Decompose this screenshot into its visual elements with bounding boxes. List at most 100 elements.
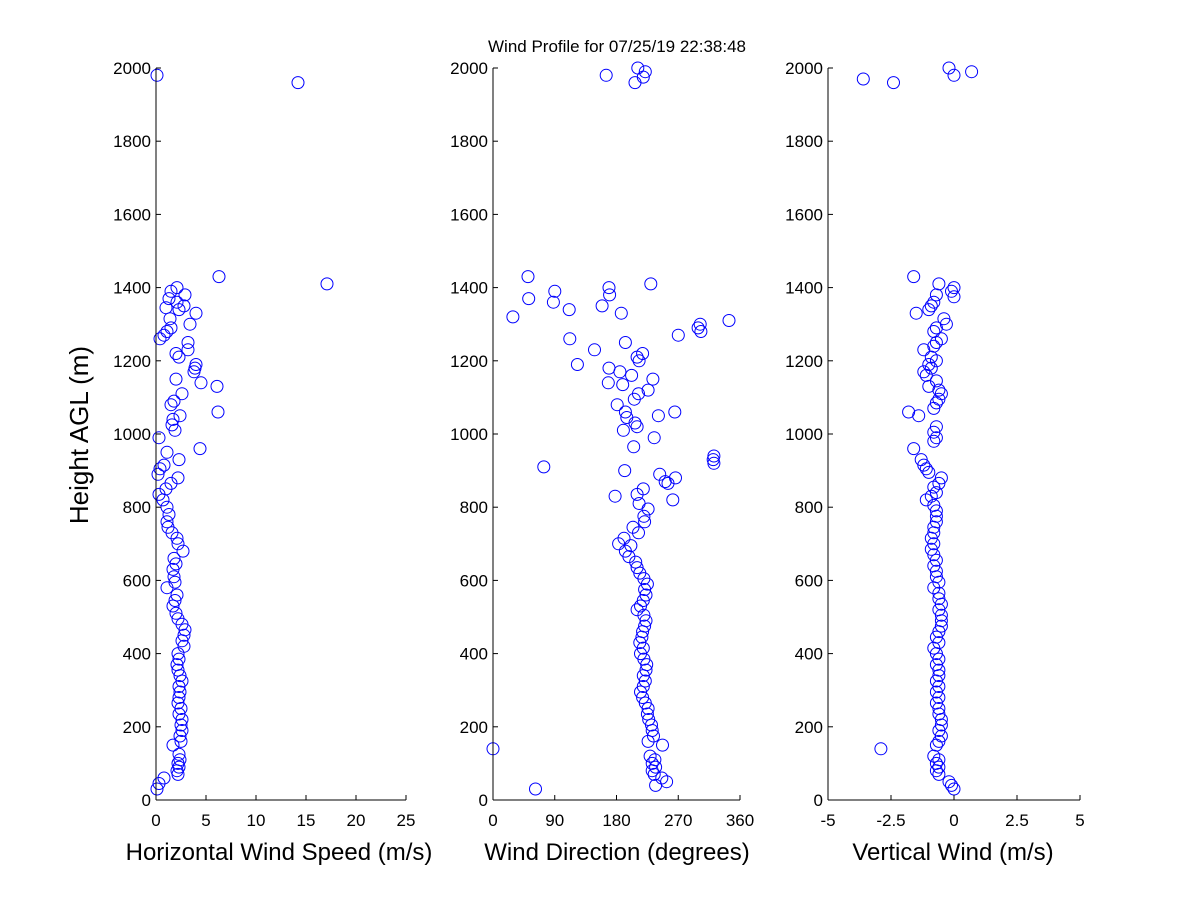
data-point	[648, 753, 662, 767]
data-point	[932, 277, 946, 291]
data-point	[630, 603, 644, 617]
y-tick-label: 400	[795, 645, 823, 664]
data-point	[932, 702, 946, 715]
data-point	[939, 317, 953, 331]
plot-markers	[150, 68, 334, 796]
data-point	[626, 520, 640, 534]
data-point	[152, 431, 166, 445]
y-tick-label: 1600	[113, 205, 151, 224]
y-tick-label: 200	[460, 718, 488, 737]
data-point	[177, 299, 191, 313]
data-point	[927, 537, 941, 551]
data-point	[599, 68, 613, 82]
data-point	[932, 663, 946, 677]
data-point	[932, 625, 946, 639]
data-point	[934, 619, 948, 633]
data-point	[189, 358, 203, 371]
data-point	[929, 685, 943, 699]
data-point	[669, 471, 682, 485]
data-point	[546, 295, 560, 309]
data-point	[548, 284, 562, 298]
data-point	[691, 321, 705, 335]
data-point	[193, 442, 207, 456]
data-point	[932, 652, 946, 666]
x-tick-label: 180	[602, 811, 630, 830]
data-point	[929, 756, 943, 770]
data-point	[666, 493, 680, 507]
data-point	[924, 542, 938, 556]
data-point	[934, 729, 948, 743]
data-point	[172, 691, 186, 704]
data-point	[157, 458, 171, 472]
data-point	[647, 431, 661, 445]
data-point	[160, 325, 174, 338]
x-tick-label: 2.5	[1005, 811, 1029, 830]
data-point	[608, 489, 622, 503]
y-tick-label: 1200	[785, 352, 823, 371]
data-point	[210, 379, 224, 393]
data-point	[189, 306, 203, 320]
figure-title: Wind Profile for 07/25/19 22:38:48	[488, 37, 746, 56]
y-axis-label: Height AGL (m)	[64, 346, 94, 524]
data-point	[171, 696, 185, 710]
data-point	[610, 398, 624, 412]
data-point	[651, 409, 665, 423]
y-tick-label: 200	[795, 718, 823, 737]
data-point	[927, 339, 941, 353]
data-point	[917, 343, 931, 357]
data-point	[649, 760, 663, 774]
data-point	[932, 476, 946, 490]
x-tick-label: -5	[820, 811, 835, 830]
data-point	[175, 724, 189, 737]
data-point	[927, 295, 941, 309]
data-point	[932, 575, 946, 589]
y-tick-label: 800	[123, 498, 151, 517]
y-tick-label: 2000	[113, 59, 151, 78]
y-tick-label: 600	[460, 571, 488, 590]
data-point	[628, 76, 642, 90]
data-point	[639, 588, 653, 602]
data-point	[160, 515, 174, 529]
data-point	[291, 76, 305, 90]
data-point	[645, 756, 659, 770]
y-tick-label: 0	[142, 791, 151, 810]
data-point	[919, 493, 933, 507]
data-point	[160, 500, 174, 514]
x-axis-label: Horizontal Wind Speed (m/s)	[126, 839, 433, 866]
data-point	[171, 537, 185, 551]
data-point	[655, 771, 669, 785]
data-point	[171, 612, 185, 626]
data-point	[914, 453, 928, 467]
data-point	[924, 361, 938, 375]
data-point	[163, 312, 177, 326]
data-point	[627, 440, 641, 454]
data-point	[907, 270, 921, 284]
data-point	[856, 72, 870, 86]
y-tick-label: 400	[123, 645, 151, 664]
data-point	[618, 464, 632, 478]
data-point	[636, 691, 650, 704]
data-point	[942, 775, 956, 789]
data-point	[628, 416, 642, 430]
y-tick-label: 1400	[113, 279, 151, 298]
x-tick-label: 0	[949, 811, 958, 830]
data-point	[169, 372, 183, 386]
data-point	[641, 502, 655, 516]
data-point	[174, 718, 188, 732]
data-point	[529, 782, 542, 796]
data-point	[644, 277, 658, 291]
data-point	[636, 347, 650, 360]
data-point	[602, 361, 616, 375]
data-point	[167, 551, 181, 565]
data-point	[945, 284, 958, 298]
y-tick-label: 400	[460, 645, 488, 664]
data-point	[934, 471, 948, 485]
data-point	[172, 453, 186, 467]
data-point	[177, 639, 191, 653]
data-point	[932, 592, 946, 606]
data-point	[646, 372, 660, 386]
data-point	[172, 707, 186, 721]
data-point	[929, 764, 943, 778]
panel-horizontal-wind-speed: 0 200 400 600 800 1000 1200 1400 1600 1800 2000 0 5…	[113, 59, 432, 866]
data-point	[647, 767, 661, 781]
